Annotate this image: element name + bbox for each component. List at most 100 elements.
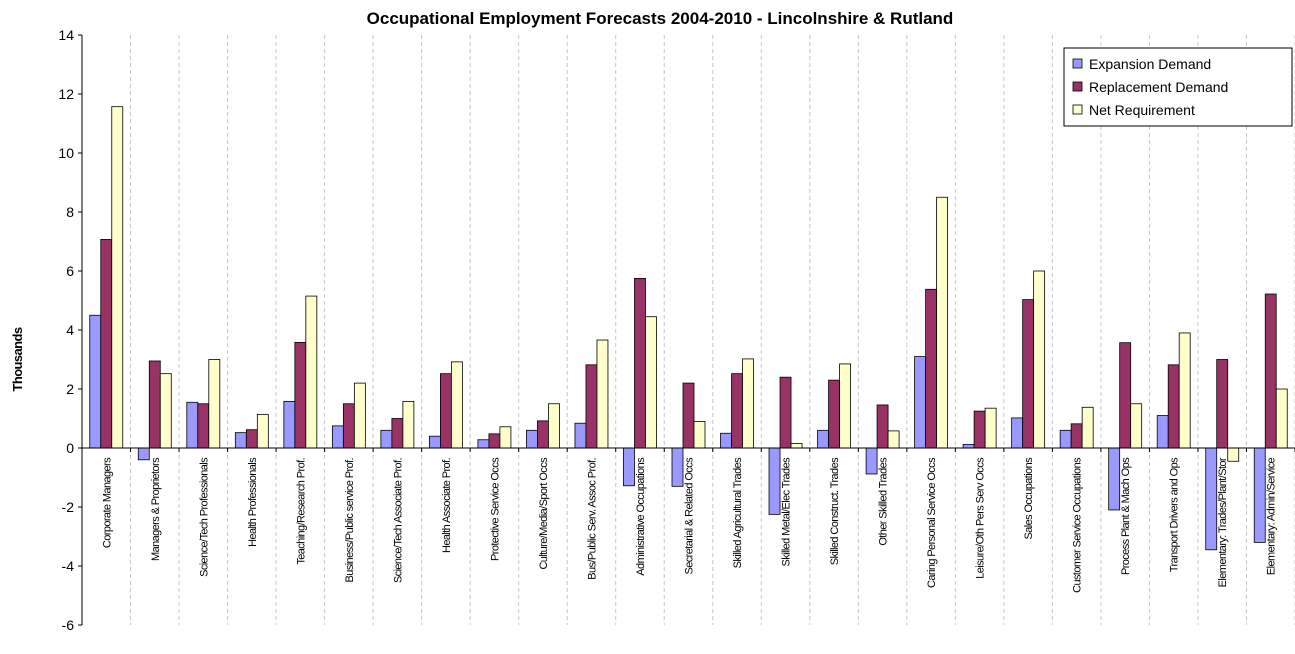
y-tick-label: 10 xyxy=(58,145,74,161)
bar xyxy=(148,360,161,449)
y-tick-label: 2 xyxy=(66,381,74,397)
legend-swatch xyxy=(1072,104,1083,115)
x-tick-label: Protective Service Occs xyxy=(489,457,501,561)
x-tick-label: Skilled Metal/Elec Trades xyxy=(781,457,793,567)
x-tick-label: Science/Tech Professionals xyxy=(198,457,210,577)
bar xyxy=(402,400,415,449)
legend-box xyxy=(1063,47,1293,127)
bar xyxy=(634,277,646,449)
x-tick-label: Skilled Agricultural Trades xyxy=(732,457,744,568)
y-tick-label: -2 xyxy=(62,499,75,515)
bar xyxy=(111,106,124,449)
bar xyxy=(137,447,150,461)
bar xyxy=(1059,429,1072,449)
bar xyxy=(720,432,732,449)
bar xyxy=(450,361,463,449)
bar xyxy=(1130,403,1143,449)
bar xyxy=(839,363,851,449)
bar xyxy=(1119,342,1132,449)
legend-swatch xyxy=(1072,58,1083,69)
bar xyxy=(731,373,743,449)
bar xyxy=(526,429,538,449)
bar xyxy=(768,447,781,515)
bar xyxy=(585,364,598,449)
x-tick-label: Elementary: Admin/Service xyxy=(1266,458,1278,576)
bar xyxy=(428,435,441,449)
legend-label: Replacement Demand xyxy=(1089,79,1228,95)
bar xyxy=(548,403,560,449)
bar xyxy=(887,430,900,449)
bar xyxy=(353,382,366,449)
bar xyxy=(1108,447,1121,511)
y-tick-label: -4 xyxy=(62,558,75,574)
x-tick-label: Culture/Media/Sport Occs xyxy=(538,457,550,570)
bar xyxy=(1011,417,1024,449)
y-tick-label: 0 xyxy=(66,440,74,456)
bar xyxy=(984,407,997,449)
bar xyxy=(439,373,452,449)
bar xyxy=(89,314,102,449)
bar xyxy=(488,433,501,449)
x-tick-label: Health Associate Prof. xyxy=(441,457,453,553)
y-tick-label: 8 xyxy=(66,204,74,220)
bar xyxy=(1253,447,1266,543)
bar xyxy=(256,413,269,449)
x-tick-label: Caring Personal Service Occs xyxy=(926,457,938,588)
bar xyxy=(574,422,587,449)
bar xyxy=(1156,415,1169,449)
bar xyxy=(973,410,986,449)
bar xyxy=(682,382,695,449)
legend: Expansion Demand Replacement Demand Net Re… xyxy=(1063,47,1293,127)
bar xyxy=(1216,359,1229,449)
bar xyxy=(245,429,258,449)
bar xyxy=(828,379,840,449)
bar xyxy=(234,432,247,449)
x-tick-label: Leisure/Oth Pers Serv Occs xyxy=(975,457,987,579)
bar xyxy=(596,339,609,449)
x-tick-label: Health Professionals xyxy=(247,457,259,547)
bar xyxy=(742,358,754,449)
bar xyxy=(1275,388,1288,449)
y-tick-label: -6 xyxy=(62,617,75,633)
bar xyxy=(645,316,657,449)
bar xyxy=(1167,364,1180,449)
bar xyxy=(342,403,355,449)
plot-area: -6 -4 -2 0 2 4 6 8 10 12 14 Corporate Managers Manag… xyxy=(58,27,1295,633)
legend-label: Expansion Demand xyxy=(1089,56,1211,72)
x-tick-label: Bus/Public Serv. Assoc Prof. xyxy=(586,457,598,579)
bar xyxy=(790,443,803,449)
bar xyxy=(283,400,296,449)
bar xyxy=(962,444,975,449)
bar xyxy=(477,439,490,449)
bar xyxy=(865,447,878,475)
bar xyxy=(1081,406,1094,449)
bar xyxy=(380,429,393,449)
bar xyxy=(294,341,307,449)
y-tick-label: 14 xyxy=(58,27,74,43)
x-tick-label: Teaching/Research Prof. xyxy=(295,457,307,564)
x-tick-label: Managers & Proprietors xyxy=(150,457,162,561)
x-tick-label: Administrative Occupations xyxy=(635,457,647,576)
legend-swatch xyxy=(1072,81,1083,92)
bar xyxy=(936,196,948,449)
bar xyxy=(186,401,199,449)
bar xyxy=(197,403,210,449)
bar xyxy=(925,288,937,449)
y-tick-label: 6 xyxy=(66,263,74,279)
bar xyxy=(876,404,889,449)
x-tick-label: Business/Public service Prof. xyxy=(344,457,356,582)
bar xyxy=(1227,447,1240,462)
x-tick-label: Science/Tech Associate Prof. xyxy=(392,457,404,583)
x-tick-label: Other Skilled Trades xyxy=(878,457,890,546)
x-tick-label: Transport Drivers and Ops xyxy=(1169,457,1181,572)
x-tick-label: Skilled Construct. Trades xyxy=(829,457,841,565)
x-tick-label: Customer Service Occupations xyxy=(1072,457,1084,593)
bar xyxy=(817,429,829,449)
legend-label: Net Requirement xyxy=(1089,102,1195,118)
x-tick-label: Process Plant & Mach Ops xyxy=(1120,457,1132,575)
bar xyxy=(1070,423,1083,449)
bar xyxy=(779,376,792,449)
bar xyxy=(1022,299,1035,449)
bar xyxy=(305,295,318,449)
bar xyxy=(1264,293,1277,449)
